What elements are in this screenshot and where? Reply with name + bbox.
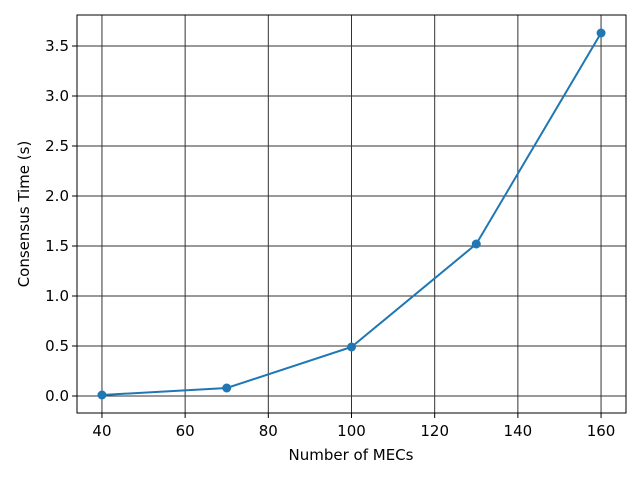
- x-tick-label: 80: [259, 422, 278, 440]
- x-tick-label: 120: [420, 422, 449, 440]
- plot-frame: [76, 14, 627, 414]
- x-tick-label: 100: [337, 422, 366, 440]
- x-tick-label: 40: [92, 422, 111, 440]
- y-axis-label: Consensus Time (s): [15, 141, 33, 288]
- data-point: [222, 383, 232, 393]
- y-tick-label: 2.0: [45, 187, 69, 205]
- x-axis-label: Number of MECs: [289, 446, 414, 464]
- y-tick-label: 0.0: [45, 387, 69, 405]
- y-tick-label: 3.0: [45, 87, 69, 105]
- x-tick-label: 140: [504, 422, 533, 440]
- y-tick-label: 3.5: [45, 37, 69, 55]
- data-point: [596, 28, 606, 38]
- y-tick-label: 0.5: [45, 337, 69, 355]
- data-point: [347, 342, 356, 352]
- data-point: [471, 239, 481, 249]
- y-tick-label: 1.0: [45, 287, 69, 305]
- y-tick-label: 2.5: [45, 137, 69, 155]
- y-tick-label: 1.5: [45, 237, 69, 255]
- x-tick-label: 160: [587, 422, 616, 440]
- data-point: [97, 390, 107, 400]
- x-tick-label: 60: [176, 422, 195, 440]
